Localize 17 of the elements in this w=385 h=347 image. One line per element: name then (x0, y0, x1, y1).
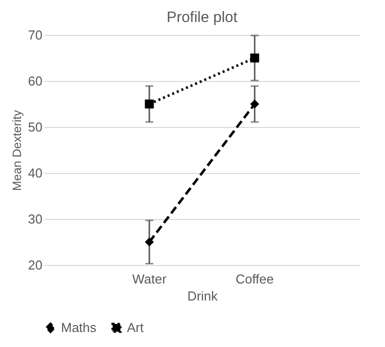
y-tick-label: 30 (28, 212, 42, 226)
y-tick-label: 40 (28, 166, 42, 180)
chart-title: Profile plot (166, 9, 238, 26)
point (144, 100, 154, 108)
y-tick-label: 60 (28, 74, 42, 88)
point (250, 100, 260, 108)
y-tick-label: 70 (28, 28, 42, 42)
x-tick-label: Water (132, 272, 168, 286)
y-tick-label: 20 (28, 258, 42, 272)
x-tick-label: Coffee (236, 272, 274, 286)
y-tick-label: 50 (28, 120, 42, 134)
legend-label: Maths (61, 320, 97, 335)
point (250, 54, 260, 62)
x-axis-title: Drink (187, 288, 218, 304)
legend-label: Art (127, 320, 144, 335)
point (144, 238, 154, 246)
y-axis-title: Mean Dexterity (10, 110, 24, 191)
